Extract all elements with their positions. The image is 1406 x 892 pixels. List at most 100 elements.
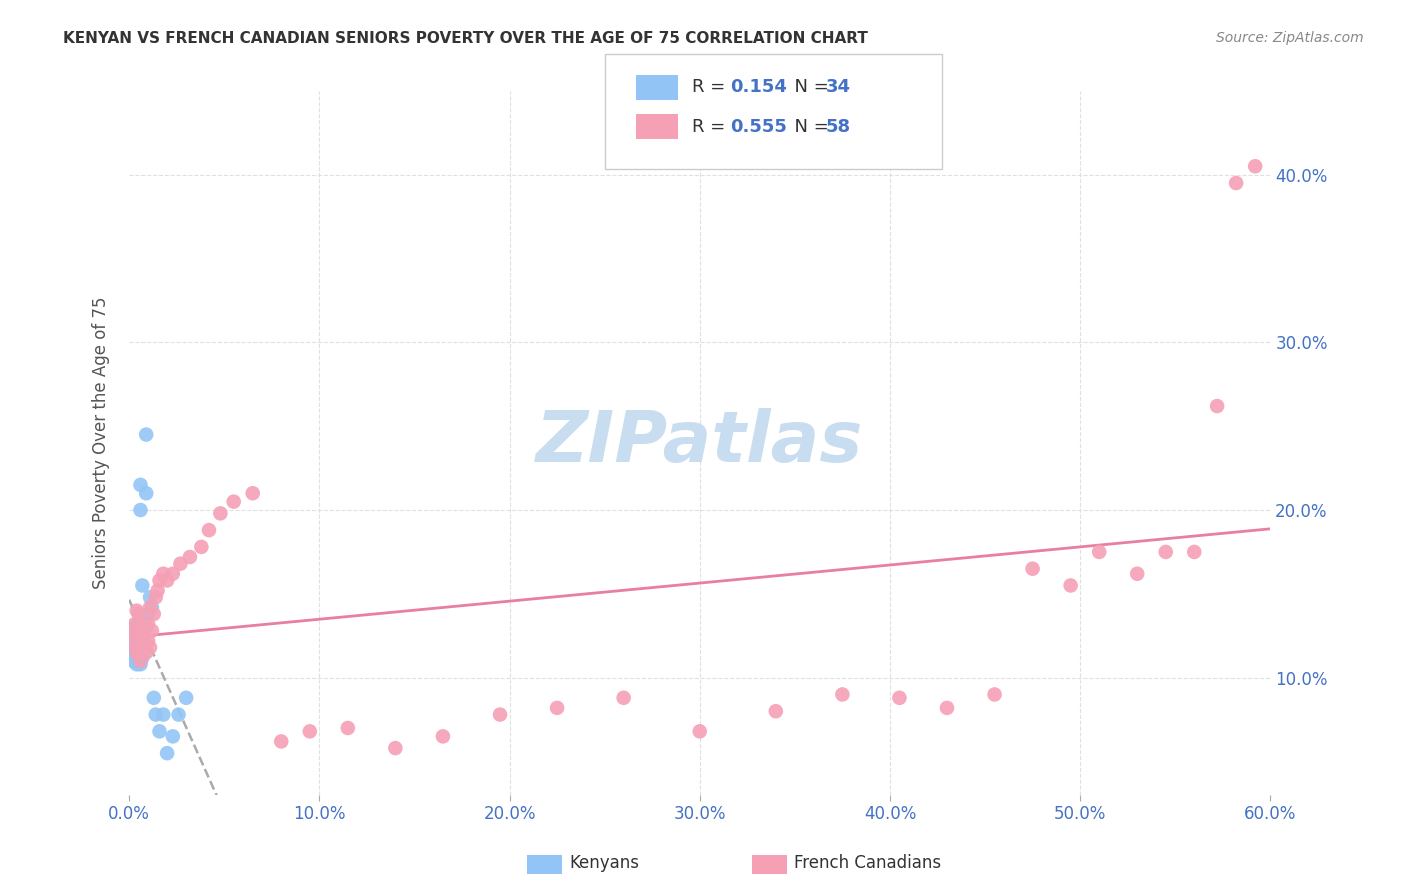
Point — [432, 730, 454, 744]
Point — [384, 741, 406, 756]
Text: 58: 58 — [825, 118, 851, 136]
Point — [124, 629, 146, 643]
Point — [142, 607, 165, 621]
Point — [162, 566, 184, 581]
Point — [129, 478, 152, 492]
Point — [128, 654, 150, 668]
Point — [198, 523, 221, 537]
Text: ZIPatlas: ZIPatlas — [536, 409, 863, 477]
Point — [546, 701, 568, 715]
Point — [125, 624, 148, 638]
Point — [146, 583, 169, 598]
Y-axis label: Seniors Poverty Over the Age of 75: Seniors Poverty Over the Age of 75 — [93, 297, 110, 590]
Point — [134, 640, 156, 655]
Text: Kenyans: Kenyans — [569, 855, 640, 872]
Point — [1126, 566, 1149, 581]
Point — [134, 629, 156, 643]
Point — [125, 646, 148, 660]
Point — [124, 640, 146, 655]
Point — [120, 637, 142, 651]
Point — [156, 574, 179, 588]
Point — [125, 604, 148, 618]
Point — [139, 591, 162, 605]
Text: 0.154: 0.154 — [730, 78, 786, 96]
Point — [131, 637, 153, 651]
Point — [120, 624, 142, 638]
Point — [129, 654, 152, 668]
Point — [889, 690, 911, 705]
Point — [129, 624, 152, 638]
Point — [125, 657, 148, 672]
Text: 0.555: 0.555 — [730, 118, 786, 136]
Point — [689, 724, 711, 739]
Point — [148, 724, 170, 739]
Point — [1182, 545, 1205, 559]
Point — [136, 633, 159, 648]
Point — [179, 549, 201, 564]
Point — [242, 486, 264, 500]
Point — [174, 690, 197, 705]
Point — [489, 707, 512, 722]
Point — [209, 507, 232, 521]
Point — [190, 540, 212, 554]
Point — [1021, 562, 1043, 576]
Point — [613, 690, 636, 705]
Point — [122, 654, 145, 668]
Point — [139, 640, 162, 655]
Point — [1206, 399, 1229, 413]
Point — [1244, 159, 1267, 173]
Point — [936, 701, 959, 715]
Point — [134, 629, 156, 643]
Point — [125, 633, 148, 648]
Point — [128, 607, 150, 621]
Point — [128, 646, 150, 660]
Point — [128, 617, 150, 632]
Point — [135, 427, 157, 442]
Point — [128, 637, 150, 651]
Point — [124, 617, 146, 632]
Point — [136, 607, 159, 621]
Point — [141, 600, 163, 615]
Point — [135, 646, 157, 660]
Point — [122, 637, 145, 651]
Point — [983, 688, 1005, 702]
Text: KENYAN VS FRENCH CANADIAN SENIORS POVERTY OVER THE AGE OF 75 CORRELATION CHART: KENYAN VS FRENCH CANADIAN SENIORS POVERT… — [63, 31, 868, 46]
Point — [336, 721, 359, 735]
Point — [765, 704, 787, 718]
Point — [148, 574, 170, 588]
Text: N =: N = — [783, 118, 835, 136]
Point — [145, 591, 167, 605]
Text: R =: R = — [692, 78, 731, 96]
Point — [145, 707, 167, 722]
Point — [131, 617, 153, 632]
Point — [135, 486, 157, 500]
Point — [128, 629, 150, 643]
Point — [1059, 578, 1081, 592]
Point — [124, 620, 146, 634]
Text: Source: ZipAtlas.com: Source: ZipAtlas.com — [1216, 31, 1364, 45]
Point — [1088, 545, 1111, 559]
Text: French Canadians: French Canadians — [794, 855, 942, 872]
Point — [156, 746, 179, 760]
Point — [298, 724, 321, 739]
Point — [134, 617, 156, 632]
Point — [142, 690, 165, 705]
Point — [136, 617, 159, 632]
Point — [152, 707, 174, 722]
Point — [270, 734, 292, 748]
Point — [167, 707, 190, 722]
Point — [1225, 176, 1247, 190]
Point — [129, 657, 152, 672]
Point — [831, 688, 853, 702]
Point — [128, 640, 150, 655]
Point — [222, 494, 245, 508]
Text: N =: N = — [783, 78, 835, 96]
Point — [162, 730, 184, 744]
Point — [152, 566, 174, 581]
Point — [122, 646, 145, 660]
Point — [125, 646, 148, 660]
Point — [131, 578, 153, 592]
Point — [135, 620, 157, 634]
Text: R =: R = — [692, 118, 731, 136]
Text: 34: 34 — [825, 78, 851, 96]
